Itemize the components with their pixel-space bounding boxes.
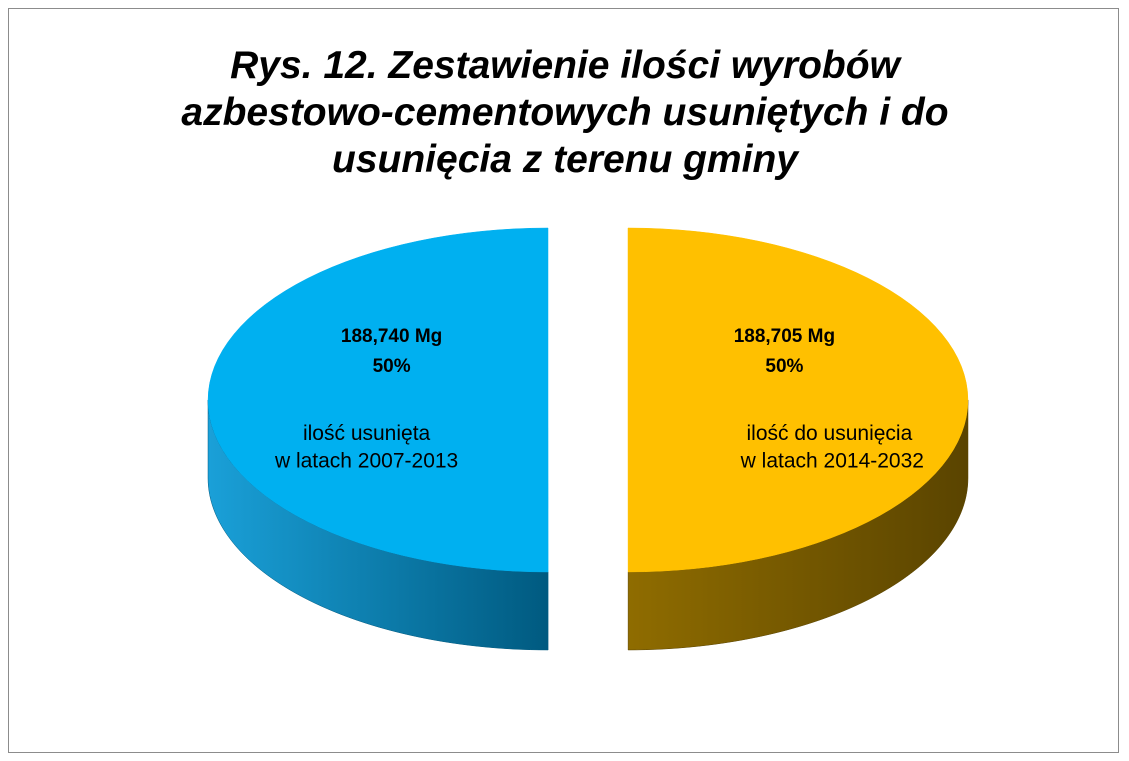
category-label: ilość do usunięcia w latach 2014-2032 <box>735 422 924 472</box>
data-label-percent: 50% <box>373 356 411 377</box>
chart-title: Rys. 12. Zestawienie ilości wyrobów azbe… <box>181 44 949 181</box>
data-label: 188,705 Mg <box>734 326 835 347</box>
category-label: ilość usunięta w latach 2007-2013 <box>274 422 458 472</box>
pie-slice <box>627 227 969 573</box>
pie-slice <box>207 227 549 573</box>
chart-frame <box>8 8 1119 753</box>
data-label: 188,740 Mg <box>341 326 442 347</box>
data-label-percent: 50% <box>765 356 803 377</box>
